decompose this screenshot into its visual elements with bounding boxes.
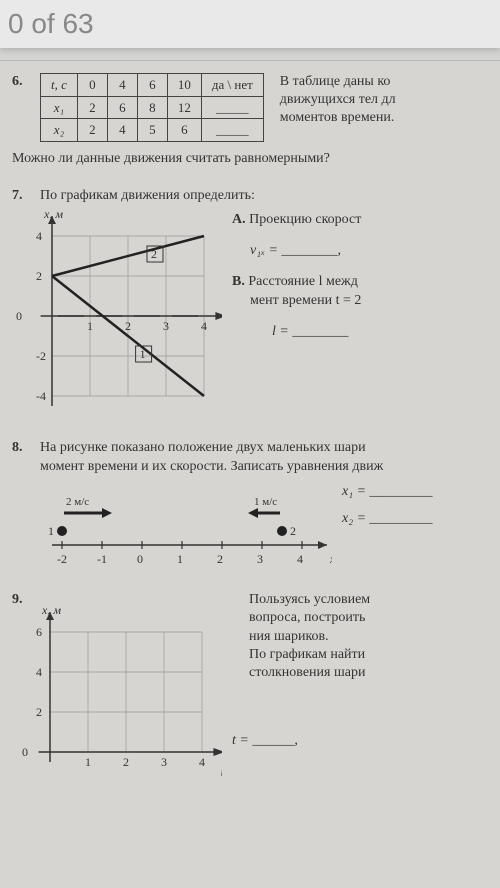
data-table: t, c 0 4 6 10 да \ нет x₁ 2 6 8 12 _____… (40, 73, 264, 142)
page-counter-bar: 0 of 63 (0, 0, 500, 48)
blank-graph: 2 4 6 0 1 2 3 4 x, м t, с (12, 602, 222, 782)
svg-text:4: 4 (36, 229, 42, 243)
svg-text:4: 4 (201, 319, 207, 333)
svg-text:x, м: x, м (43, 211, 63, 221)
svg-text:t, с: t, с (221, 765, 222, 779)
problem-8: 8. На рисунке показано положение двух ма… (12, 439, 500, 573)
svg-text:-1: -1 (97, 552, 107, 566)
problem-9: 9. Пользуясь условием вопроса, построить… (12, 591, 500, 782)
problem-number: 6. (12, 73, 32, 92)
table-cell: 2 (77, 119, 107, 142)
svg-text:2: 2 (123, 755, 129, 769)
table-cell: 2 (77, 96, 107, 119)
problem-text: На рисунке показано положение двух мален… (40, 439, 383, 477)
svg-text:6: 6 (36, 625, 42, 639)
svg-text:2: 2 (36, 269, 42, 283)
page-content: 6. t, c 0 4 6 10 да \ нет x₁ 2 6 8 12 __… (0, 60, 500, 888)
problem-number: 8. (12, 439, 32, 458)
problem-title: По графикам движения определить: (40, 187, 255, 206)
svg-text:0: 0 (16, 309, 22, 323)
motion-graph: -4-22412340x, мt, с12 (12, 211, 222, 421)
table-cell: x₂ (41, 119, 78, 142)
svg-text:2 м/с: 2 м/с (66, 496, 89, 508)
table-cell: 12 (167, 96, 201, 119)
table-cell: t, c (41, 74, 78, 97)
svg-text:1: 1 (87, 319, 93, 333)
svg-text:3: 3 (257, 552, 263, 566)
problem-7: 7. По графикам движения определить: -4 -2… (12, 187, 500, 422)
svg-text:2: 2 (290, 524, 296, 538)
table-cell: 6 (167, 119, 201, 142)
svg-text:2: 2 (125, 319, 131, 333)
svg-text:-2: -2 (36, 349, 46, 363)
svg-text:x, м: x, м (41, 603, 61, 617)
problem-6: 6. t, c 0 4 6 10 да \ нет x₁ 2 6 8 12 __… (12, 73, 500, 169)
svg-text:-2: -2 (57, 552, 67, 566)
table-cell: 5 (137, 119, 167, 142)
svg-text:4: 4 (297, 552, 303, 566)
svg-text:3: 3 (163, 319, 169, 333)
svg-text:1: 1 (177, 552, 183, 566)
problem-number: 7. (12, 187, 32, 206)
table-cell: 6 (107, 96, 137, 119)
svg-text:2: 2 (36, 705, 42, 719)
question-text: Можно ли данные движения считать равноме… (12, 150, 500, 169)
table-cell: _____ (201, 96, 263, 119)
table-cell: да \ нет (201, 74, 263, 97)
table-cell: 4 (107, 74, 137, 97)
svg-text:4: 4 (199, 755, 205, 769)
table-cell: 6 (137, 74, 167, 97)
equations: x₁ = _________ x₂ = _________ (342, 483, 433, 537)
svg-text:0: 0 (22, 745, 28, 759)
table-cell: _____ (201, 119, 263, 142)
svg-text:2: 2 (151, 247, 157, 261)
svg-text:0: 0 (137, 552, 143, 566)
svg-text:x, м: x, м (329, 552, 332, 566)
table-cell: 0 (77, 74, 107, 97)
svg-text:-4: -4 (36, 389, 46, 403)
svg-text:1: 1 (140, 347, 146, 361)
svg-text:4: 4 (36, 665, 42, 679)
svg-text:3: 3 (161, 755, 167, 769)
problem-7-questions: A. Проекцию скорост v₁ₓ = ________, B. Р… (232, 211, 500, 353)
svg-text:1: 1 (85, 755, 91, 769)
svg-text:2: 2 (217, 552, 223, 566)
table-cell: 10 (167, 74, 201, 97)
table-cell: 4 (107, 119, 137, 142)
svg-text:1 м/с: 1 м/с (254, 496, 277, 508)
side-text: В таблице даны ко движущихся тел дл моме… (272, 73, 500, 128)
page-counter: 0 of 63 (8, 8, 94, 40)
svg-text:1: 1 (48, 524, 54, 538)
equation-9: t = ______, (232, 602, 500, 751)
number-line: -2 -1 0 1 2 3 4 x, м 1 2 2 м/с 1 м/с (12, 483, 332, 573)
table-cell: 8 (137, 96, 167, 119)
table-cell: x₁ (41, 96, 78, 119)
